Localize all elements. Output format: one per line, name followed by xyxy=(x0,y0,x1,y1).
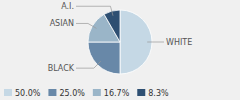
legend-label: 50.0% xyxy=(15,89,41,98)
pie-slice xyxy=(104,10,120,42)
legend-swatch xyxy=(48,89,56,96)
leader-line xyxy=(76,23,96,28)
legend-swatch xyxy=(137,89,145,96)
legend: 50.0% 25.0% 16.7% 8.3% xyxy=(4,89,169,98)
legend-swatch xyxy=(4,89,12,96)
legend-label: 25.0% xyxy=(59,89,85,98)
leader-line xyxy=(147,42,164,43)
legend-swatch xyxy=(93,89,101,96)
slice-label: WHITE xyxy=(166,38,192,47)
legend-label: 16.7% xyxy=(104,89,130,98)
leader-line xyxy=(76,6,113,15)
slice-label: A.I. xyxy=(61,2,74,11)
slice-label: BLACK xyxy=(48,64,75,73)
chart: WHITE BLACK ASIAN A.I. 50.0% 25.0% 16.7% 8.3% xyxy=(0,0,240,100)
slice-labels: WHITE BLACK ASIAN A.I. xyxy=(48,2,193,73)
leader-line xyxy=(76,61,101,68)
legend-label: 8.3% xyxy=(148,89,169,98)
pie-slice xyxy=(88,42,120,74)
slice-label: ASIAN xyxy=(50,19,74,28)
